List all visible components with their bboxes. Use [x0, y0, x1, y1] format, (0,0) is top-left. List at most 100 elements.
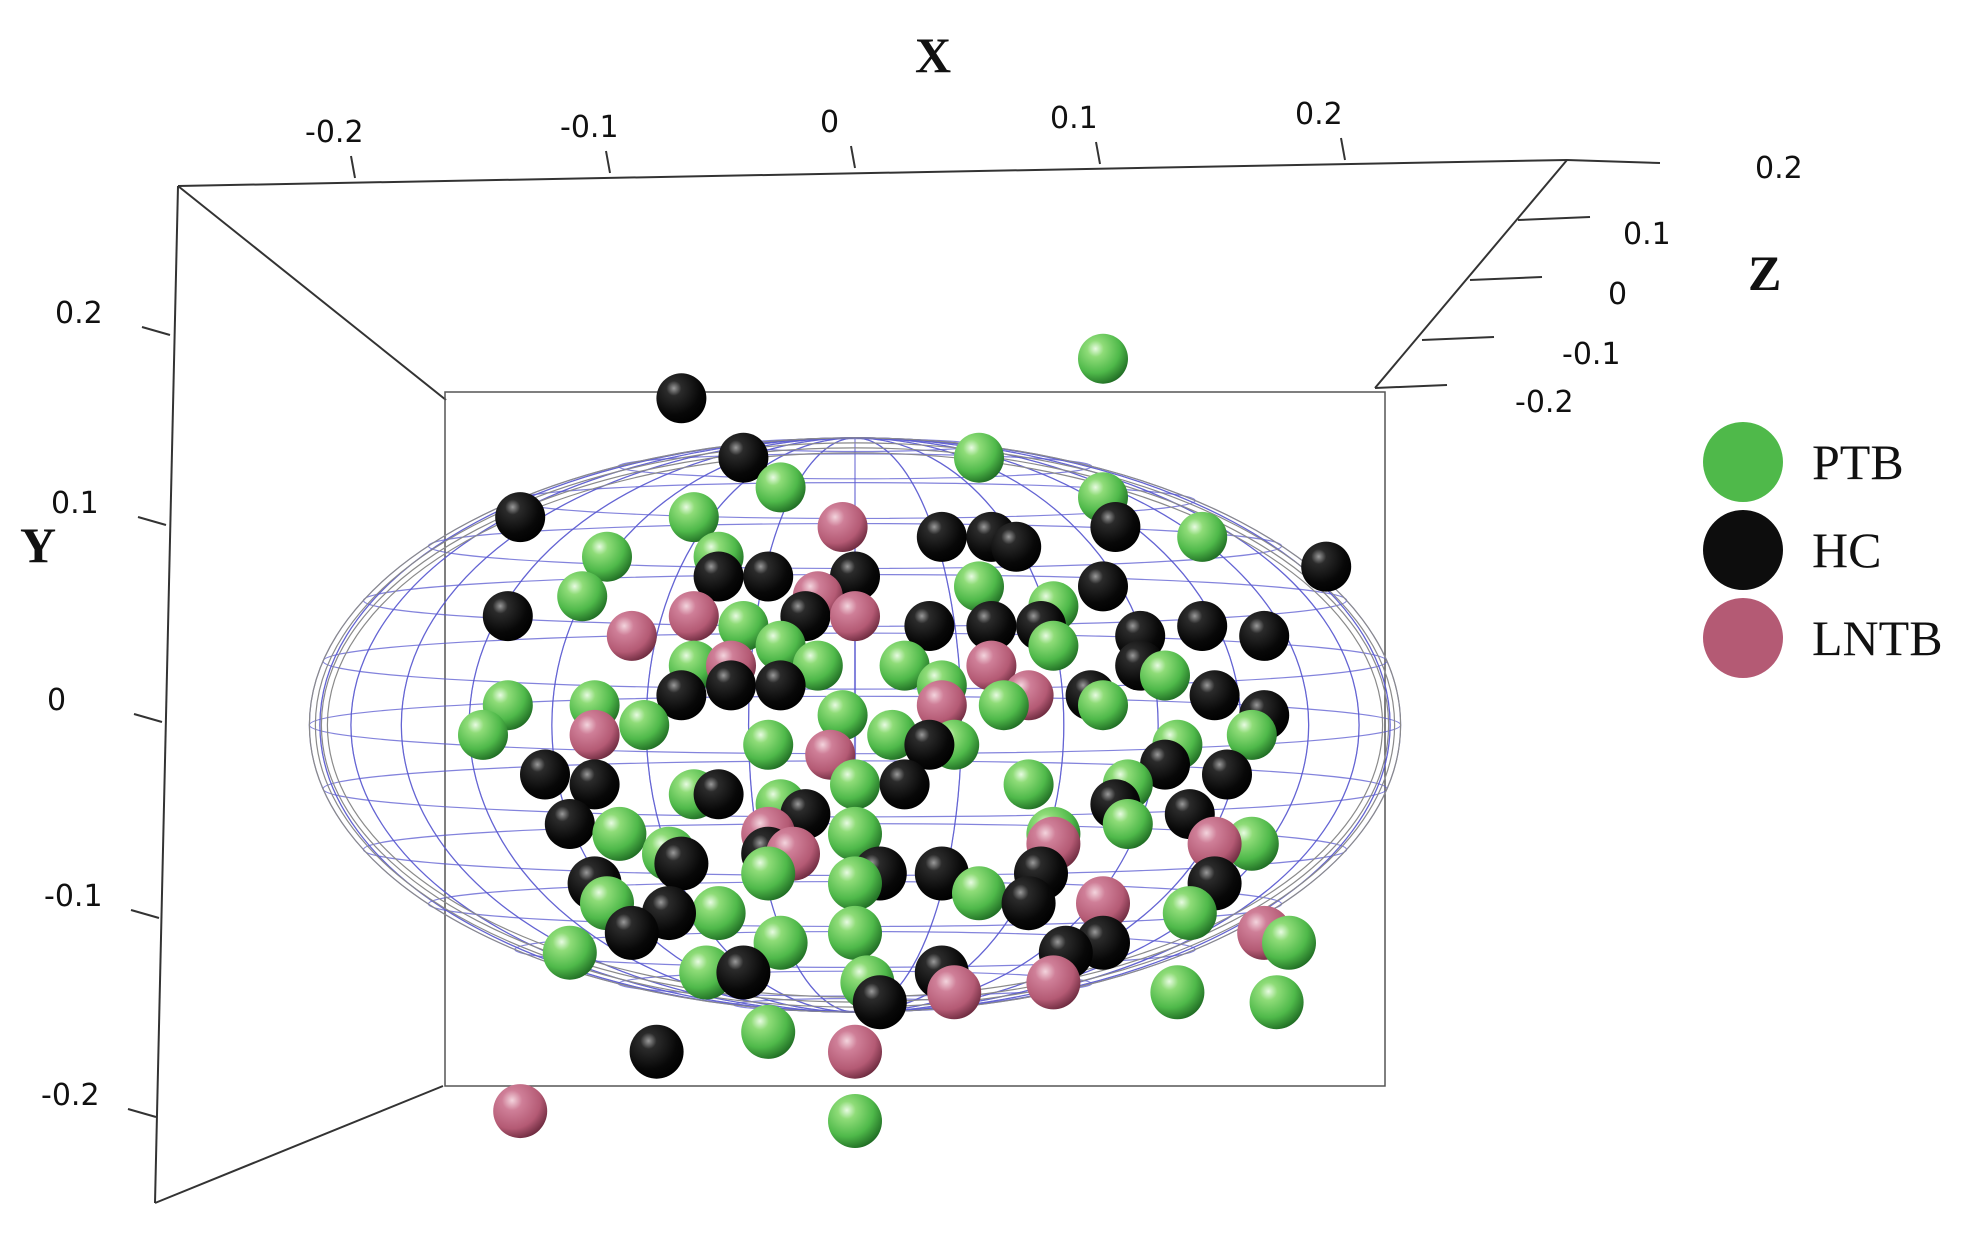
data-point-ptb: [817, 690, 868, 741]
data-point-lntb: [828, 1024, 882, 1079]
data-point-hc: [629, 1024, 684, 1079]
data-point-hc: [852, 975, 907, 1030]
data-point-lntb: [916, 680, 967, 731]
data-point-hc: [1202, 749, 1252, 800]
data-point-ptb: [1078, 680, 1128, 731]
data-point-hc: [743, 551, 794, 602]
data-point-hc: [656, 670, 707, 721]
data-point-hc: [1177, 601, 1228, 651]
data-point-ptb: [741, 846, 796, 901]
legend-marker-ptb: [1703, 422, 1783, 502]
data-point-ptb: [828, 905, 882, 960]
data-point-hc: [1189, 670, 1240, 721]
data-point-hc: [916, 511, 967, 562]
data-point-lntb: [1026, 955, 1081, 1010]
data-point-hc: [604, 905, 659, 960]
data-point-hc: [1301, 541, 1352, 592]
data-point-ptb: [741, 1004, 796, 1059]
data-point-hc: [904, 719, 955, 770]
legend-label-lntb: LNTB: [1812, 610, 1943, 666]
data-point-ptb: [792, 640, 843, 691]
x-tick-label: -0.2: [305, 115, 364, 150]
data-points: [458, 333, 1352, 1148]
data-point-ptb: [1162, 886, 1217, 941]
x-tick-label: 0: [820, 105, 839, 140]
back-panel: [444, 391, 1386, 1087]
data-point-ptb: [954, 432, 1004, 483]
legend-marker-hc: [1703, 510, 1783, 590]
data-point-ptb: [619, 700, 670, 750]
data-point-ptb: [1262, 915, 1316, 970]
data-point-ptb: [542, 925, 597, 980]
z-tick-mark: [1469, 276, 1543, 281]
data-point-lntb: [493, 1084, 548, 1139]
data-point-hc: [879, 759, 930, 810]
data-point-ptb: [592, 806, 647, 861]
data-point-hc: [830, 551, 880, 602]
y-tick-label: -0.1: [44, 879, 103, 914]
z-tick-label: -0.2: [1515, 385, 1574, 420]
axes-frame: [154, 159, 1661, 1204]
frame-edge: [154, 185, 179, 1204]
frame-edge: [177, 159, 1568, 187]
data-point-ptb: [1003, 759, 1054, 810]
y-tick-mark: [127, 1108, 157, 1118]
data-point-ptb: [1078, 333, 1128, 384]
frame-edge: [177, 185, 447, 401]
data-point-ptb: [1150, 965, 1205, 1020]
data-point-lntb: [966, 640, 1017, 691]
x-axis-title: X: [915, 27, 951, 83]
x-tick-mark: [1340, 137, 1346, 161]
frame-edge: [154, 1085, 444, 1204]
legend-label-ptb: PTB: [1812, 434, 1904, 490]
data-point-hc: [904, 601, 955, 651]
data-point-hc: [1001, 876, 1056, 931]
x-tick-label: -0.1: [560, 110, 619, 145]
z-tick-label: 0.2: [1755, 151, 1803, 186]
z-tick-mark: [1374, 384, 1448, 389]
frame-edge: [1374, 159, 1568, 389]
data-point-ptb: [753, 915, 808, 970]
data-point-lntb: [1187, 816, 1242, 871]
x-tick-mark: [605, 150, 611, 174]
data-point-ptb: [828, 856, 882, 911]
data-point-lntb: [1076, 876, 1130, 931]
data-point-ptb: [1028, 620, 1079, 671]
y-axis-title: Y: [20, 517, 56, 573]
y-tick-mark: [141, 326, 171, 336]
x-tick-mark: [350, 155, 356, 179]
data-point-ptb: [952, 866, 1006, 921]
z-axis: 0.2 0.1 0 -0.1 -0.2: [1374, 151, 1803, 420]
data-point-hc: [1239, 610, 1290, 661]
data-point-ptb: [1140, 650, 1190, 701]
data-point-lntb: [606, 610, 657, 661]
data-point-lntb: [569, 709, 620, 760]
y-tick-mark: [137, 516, 167, 526]
data-point-ptb: [691, 886, 746, 941]
data-point-hc: [544, 799, 595, 849]
data-point-hc: [482, 591, 533, 642]
legend-label-hc: HC: [1812, 522, 1881, 578]
data-point-hc: [520, 749, 570, 800]
data-point-ptb: [668, 492, 719, 543]
z-axis-title: Z: [1748, 245, 1781, 301]
data-point-ptb: [828, 806, 882, 861]
data-point-ptb: [1249, 975, 1304, 1030]
data-point-hc: [755, 660, 806, 711]
data-point-ptb: [1102, 799, 1153, 849]
data-point-hc: [718, 432, 769, 483]
data-point-hc: [654, 836, 709, 891]
data-point-ptb: [582, 531, 632, 582]
data-point-ptb: [755, 620, 806, 671]
data-point-ptb: [458, 709, 508, 760]
y-tick-mark: [130, 909, 160, 919]
y-tick-label: 0: [47, 683, 66, 718]
data-point-lntb: [927, 965, 982, 1020]
data-point-hc: [706, 660, 756, 711]
data-point-hc: [1078, 561, 1128, 612]
y-tick-label: 0.1: [51, 486, 99, 521]
data-point-hc: [569, 759, 620, 810]
data-point-ptb: [954, 561, 1004, 612]
z-tick-mark: [1421, 336, 1495, 341]
